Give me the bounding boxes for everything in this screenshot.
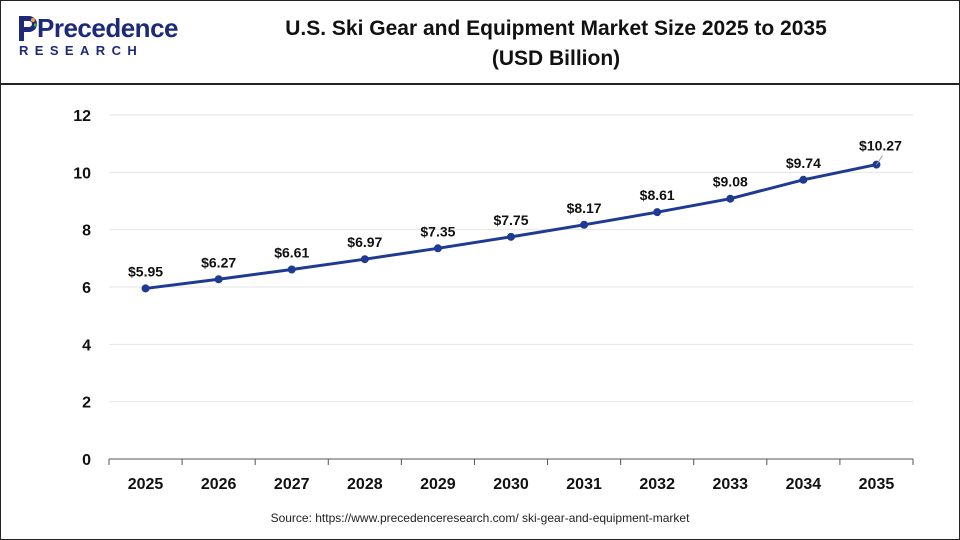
data-label: $10.27 <box>859 138 902 154</box>
x-tick-label: 2032 <box>639 476 675 493</box>
data-point <box>214 275 223 284</box>
data-point <box>726 194 735 203</box>
x-tick-label: 2029 <box>420 476 456 493</box>
chart-title-line2: (USD Billion) <box>491 47 621 70</box>
data-label: $7.75 <box>493 212 528 228</box>
y-tick-label: 10 <box>73 165 91 182</box>
x-tick-label: 2031 <box>566 476 602 493</box>
data-point <box>287 265 296 274</box>
data-label: $9.74 <box>786 155 821 171</box>
y-tick-label: 0 <box>82 452 91 469</box>
y-tick-label: 6 <box>82 280 91 297</box>
x-tick-label: 2030 <box>493 476 529 493</box>
data-label: $8.61 <box>640 187 675 203</box>
source-note: Source: https://www.precedenceresearch.c… <box>270 511 690 525</box>
x-tick-label: 2028 <box>347 476 383 493</box>
data-point <box>580 220 589 229</box>
data-label: $8.17 <box>567 200 602 216</box>
x-tick-label: 2027 <box>274 476 310 493</box>
y-tick-label: 4 <box>82 337 91 354</box>
gridlines <box>109 114 913 403</box>
logo-brand-text: Precedence <box>37 13 178 43</box>
x-tick-label: 2026 <box>201 476 237 493</box>
data-point <box>433 244 442 253</box>
x-tick-label: 2035 <box>859 476 895 493</box>
logo-mark-icon <box>17 13 39 43</box>
y-tick-label: 8 <box>82 223 91 240</box>
y-tick-label: 2 <box>82 395 91 412</box>
data-label: $6.97 <box>347 234 382 250</box>
data-label: $7.35 <box>420 223 455 239</box>
data-point <box>799 175 808 184</box>
data-point <box>360 255 369 264</box>
brand-logo: Precedence RESEARCH <box>17 13 178 73</box>
data-point <box>653 208 662 217</box>
x-tick-label: 2034 <box>786 476 822 493</box>
x-tick-label: 2033 <box>712 476 748 493</box>
y-tick-label: 12 <box>73 108 91 125</box>
data-label: $5.95 <box>128 263 163 279</box>
data-label: $6.27 <box>201 254 236 270</box>
data-point <box>141 284 150 293</box>
series-layer: $5.95 $6.27 $6.61 $6.97 $7.35 $7.75 $8.17 $8.61… <box>128 138 902 293</box>
data-label: $9.08 <box>713 174 748 190</box>
data-label-leader <box>876 155 883 165</box>
header: Precedence RESEARCH U.S. Ski Gear and Eq… <box>1 1 959 85</box>
line-chart: 0 2 4 6 8 10 12 2025 2026 2027 2028 2029 2030 2031 203… <box>73 108 914 493</box>
data-label: $6.61 <box>274 245 309 261</box>
axes: 0 2 4 6 8 10 12 2025 2026 2027 2028 2029 2030 2031 203… <box>73 108 914 493</box>
chart-title-line1: U.S. Ski Gear and Equipment Market Size … <box>285 17 827 40</box>
data-point <box>507 232 515 241</box>
logo-brand-subtext: RESEARCH <box>19 43 144 58</box>
x-tick-label: 2025 <box>128 476 164 493</box>
